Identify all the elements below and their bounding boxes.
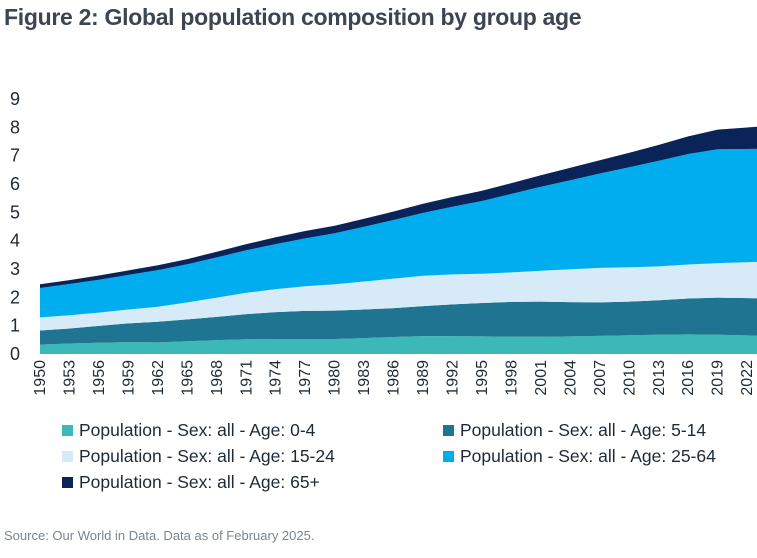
x-tick-label: 2022 <box>739 360 756 396</box>
x-tick-label: 1953 <box>61 360 78 396</box>
x-tick-label: 1998 <box>503 360 520 396</box>
legend-label: Population - Sex: all - Age: 65+ <box>79 472 320 492</box>
legend-swatch <box>62 451 73 462</box>
legend-swatch <box>62 477 73 488</box>
legend-swatch <box>62 425 73 436</box>
legend-item-age-15-24: Population - Sex: all - Age: 15-24 <box>62 446 335 467</box>
y-tick-label: 6 <box>10 174 20 194</box>
legend-label: Population - Sex: all - Age: 5-14 <box>460 420 707 440</box>
y-tick-label: 5 <box>10 202 20 222</box>
x-tick-label: 1971 <box>238 360 255 396</box>
legend-label: Population - Sex: all - Age: 25-64 <box>460 446 716 466</box>
y-tick-label: 9 <box>10 89 20 109</box>
x-tick-label: 1989 <box>415 360 432 396</box>
x-tick-label: 1956 <box>91 360 108 396</box>
x-tick-label: 2001 <box>533 360 550 396</box>
y-tick-label: 1 <box>10 316 20 336</box>
legend-label: Population - Sex: all - Age: 15-24 <box>79 446 335 466</box>
x-tick-label: 2007 <box>592 360 609 396</box>
x-tick-label: 2016 <box>680 360 697 396</box>
y-tick-label: 4 <box>10 231 20 251</box>
y-tick-label: 8 <box>10 117 20 137</box>
y-axis-ticks: 0 1 2 3 4 5 6 7 8 9 <box>10 89 20 364</box>
x-tick-label: 2013 <box>651 360 668 396</box>
area-series-4 <box>40 126 757 288</box>
legend-label: Population - Sex: all - Age: 0-4 <box>79 420 316 440</box>
area-series-2 <box>40 261 757 331</box>
x-tick-label: 1980 <box>327 360 344 396</box>
y-tick-label: 7 <box>10 146 20 166</box>
legend-swatch <box>443 451 454 462</box>
area-series-group <box>40 126 757 354</box>
chart-title: Figure 2: Global population composition … <box>4 4 582 30</box>
x-tick-label: 1995 <box>474 360 491 396</box>
x-tick-label: 1974 <box>268 360 285 396</box>
x-tick-label: 1965 <box>179 360 196 396</box>
chart-legend: Population - Sex: all - Age: 0-4 Populat… <box>0 416 757 506</box>
x-tick-label: 1959 <box>120 360 137 396</box>
area-series-0 <box>40 334 757 354</box>
area-series-1 <box>40 297 757 345</box>
x-tick-label: 2010 <box>621 360 638 396</box>
area-series-3 <box>40 148 757 318</box>
x-tick-label: 1968 <box>209 360 226 396</box>
x-tick-label: 1992 <box>445 360 462 396</box>
y-tick-label: 2 <box>10 287 20 307</box>
x-tick-label: 2019 <box>710 360 727 396</box>
y-tick-label: 0 <box>10 344 20 364</box>
legend-item-age-25-64: Population - Sex: all - Age: 25-64 <box>443 446 716 467</box>
x-tick-label: 1977 <box>297 360 314 396</box>
x-tick-label: 1962 <box>150 360 167 396</box>
legend-item-age-0-4: Population - Sex: all - Age: 0-4 <box>62 420 315 441</box>
x-tick-label: 1986 <box>386 360 403 396</box>
x-tick-label: 2004 <box>562 360 579 396</box>
x-tick-label: 1983 <box>356 360 373 396</box>
y-tick-label: 3 <box>10 259 20 279</box>
source-note: Source: Our World in Data. Data as of Fe… <box>4 528 315 543</box>
x-tick-label: 1950 <box>32 360 49 396</box>
legend-swatch <box>443 425 454 436</box>
x-axis-ticks: 1950 1953 1956 1959 1962 1965 1968 1971 1974 1977… <box>32 360 756 396</box>
legend-item-age-5-14: Population - Sex: all - Age: 5-14 <box>443 420 706 441</box>
legend-item-age-65-plus: Population - Sex: all - Age: 65+ <box>62 472 320 493</box>
